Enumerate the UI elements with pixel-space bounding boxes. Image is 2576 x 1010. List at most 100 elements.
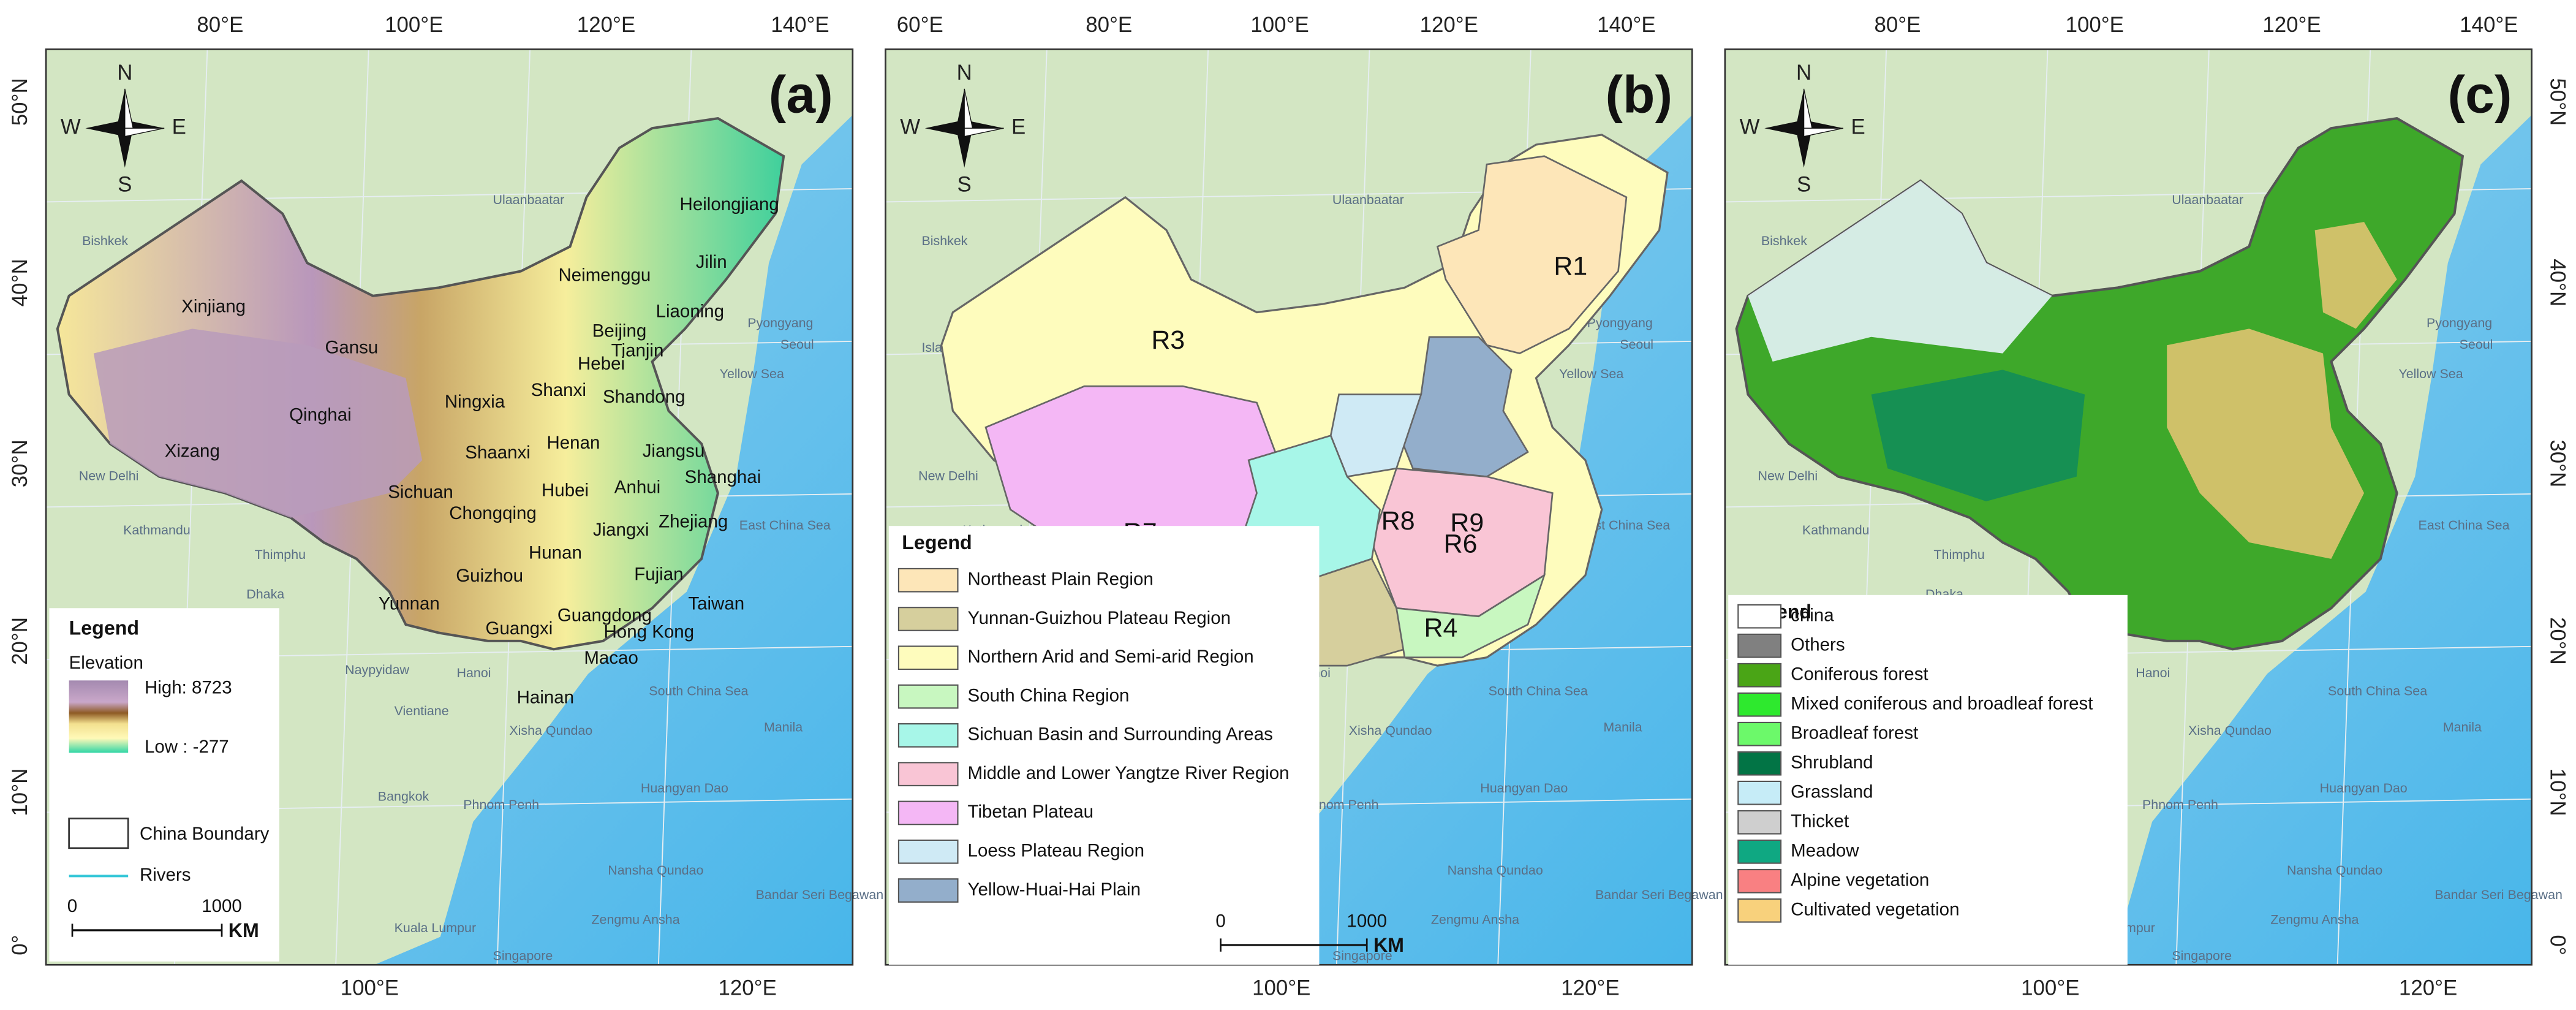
legend-swatch (897, 568, 959, 593)
region-area (1436, 155, 1628, 355)
region-label: R3 (1151, 325, 1185, 355)
scale-label: 0 (67, 896, 77, 916)
cultivated-area (2314, 222, 2397, 329)
region-area (1395, 573, 1546, 659)
basemap-label: Phnom Penh (463, 797, 539, 812)
bottom-tick-label: 100°E (1252, 976, 1310, 1000)
legend-title: Legend (902, 531, 972, 553)
side-tick-label: 20°N (2546, 617, 2570, 665)
basemap-label: Phnom Penh (1303, 797, 1379, 812)
legend-box (1728, 594, 2128, 965)
province-label: Guangdong (557, 605, 652, 625)
legend-high: High: 8723 (145, 677, 232, 697)
compass-letter: N (1796, 61, 1811, 85)
legend-item: Middle and Lower Yangtze River Region (968, 763, 1290, 783)
province-label: Qinghai (289, 404, 352, 425)
basemap-label: Bandar Seri Begawan (1595, 887, 1723, 902)
compass (964, 127, 1004, 137)
legend-swatch (1737, 839, 1782, 864)
basemap-label: Singapore (2172, 948, 2232, 963)
province-label: Hebei (578, 354, 625, 374)
legend-swatch (897, 800, 959, 826)
province-label: Jiangxi (593, 520, 649, 540)
top-tick-label: 120°E (577, 13, 635, 37)
panel-label: (c) (2448, 66, 2512, 124)
legend-low: Low : -277 (145, 737, 229, 757)
province-label: Shaanxi (465, 442, 531, 463)
province-label: Xinjiang (181, 296, 246, 316)
legend-swatch (897, 723, 959, 748)
top-tick-label: 100°E (1250, 13, 1309, 37)
side-tick-label: 40°N (2546, 259, 2570, 306)
province-label: Hunan (529, 543, 582, 563)
basemap-label: New Delhi (1758, 468, 1818, 483)
legend-swatch (1737, 751, 1782, 776)
legend-item: Shrubland (1791, 753, 1873, 773)
legend-item: Meadow (1791, 841, 1859, 861)
legend-item: Thicket (1791, 811, 1849, 832)
legend-item: Mixed coniferous and broadleaf forest (1791, 693, 2093, 713)
legend-swatch (897, 839, 959, 864)
side-tick-label: 30°N (8, 439, 32, 487)
province-label: Tianjin (611, 341, 664, 361)
legend-item: South China Region (968, 685, 1130, 705)
basemap-label: Huangyan Dao (2320, 781, 2408, 795)
province-label: Xizang (165, 441, 220, 461)
basemap-label: Nansha Qundao (1448, 863, 1543, 878)
compass-letter: N (957, 61, 972, 85)
legend-swatch (897, 645, 959, 670)
legend-item: Rivers (140, 865, 191, 885)
basemap-label: Manila (764, 720, 803, 735)
basemap-label: Seoul (780, 337, 814, 352)
legend-item: Yunnan-Guizhou Plateau Region (968, 608, 1231, 628)
bottom-tick-label: 120°E (2399, 976, 2457, 1000)
basemap-label: Singapore (493, 948, 553, 963)
top-tick-label: 80°E (1086, 13, 1132, 37)
basemap-label: New Delhi (918, 468, 978, 483)
basemap-label: Bishkek (921, 234, 967, 248)
legend-item: Northeast Plain Region (968, 569, 1154, 589)
region-label: R6 (1444, 530, 1478, 559)
scale-unit: KM (1373, 934, 1404, 956)
scale-label: 1000 (202, 896, 242, 916)
legend-swatch (1737, 810, 1782, 835)
basemap-label: Seoul (1620, 337, 1653, 352)
elevation-ramp (69, 680, 129, 753)
province-label: Gansu (325, 337, 378, 357)
compass-letter: S (118, 172, 132, 196)
legend-item: Tibetan Plateau (968, 802, 1093, 822)
legend-swatch (897, 684, 959, 709)
side-tick-label: 10°N (2546, 769, 2570, 816)
province-label: Chongqing (449, 503, 537, 523)
basemap-label: Kathmandu (1802, 523, 1870, 537)
legend-swatch (1737, 721, 1782, 746)
panel-label: (b) (1605, 66, 1672, 124)
compass-letter: W (900, 115, 920, 139)
region-area (1329, 393, 1422, 478)
legend-item: China Boundary (140, 824, 270, 844)
basemap-label: Huangyan Dao (641, 781, 728, 795)
side-tick-label: 20°N (8, 617, 32, 665)
top-tick-label: 100°E (385, 13, 443, 37)
basemap-label: Thimphu (255, 547, 306, 562)
basemap-label: Pyongyang (1587, 316, 1653, 330)
top-tick-label: 140°E (2460, 13, 2518, 37)
basemap-label: Zengmu Ansha (591, 912, 679, 927)
legend-item: Grassland (1791, 782, 1873, 802)
legend-swatch (897, 878, 959, 903)
province-label: Hong Kong (604, 621, 695, 642)
basemap-label: East China Sea (739, 518, 831, 533)
basemap-label: Nansha Qundao (608, 863, 703, 878)
basemap-label: Huangyan Dao (1480, 781, 1568, 795)
top-tick-label: 120°E (1420, 13, 1478, 37)
map-panel: BishkekUlaanbaatarIslamabadNew DelhiKath… (885, 13, 1723, 1000)
region-label: R1 (1554, 251, 1587, 281)
basemap-label: Bandar Seri Begawan (2434, 887, 2563, 902)
tibet-plateau (93, 328, 423, 518)
basemap-label: Zengmu Ansha (2270, 912, 2359, 927)
basemap-label: Manila (2443, 720, 2482, 735)
top-tick-label: 140°E (771, 13, 829, 37)
bottom-tick-label: 120°E (719, 976, 777, 1000)
meadow-area (1871, 370, 2085, 501)
legend-item: Yellow-Huai-Hai Plain (968, 879, 1141, 900)
